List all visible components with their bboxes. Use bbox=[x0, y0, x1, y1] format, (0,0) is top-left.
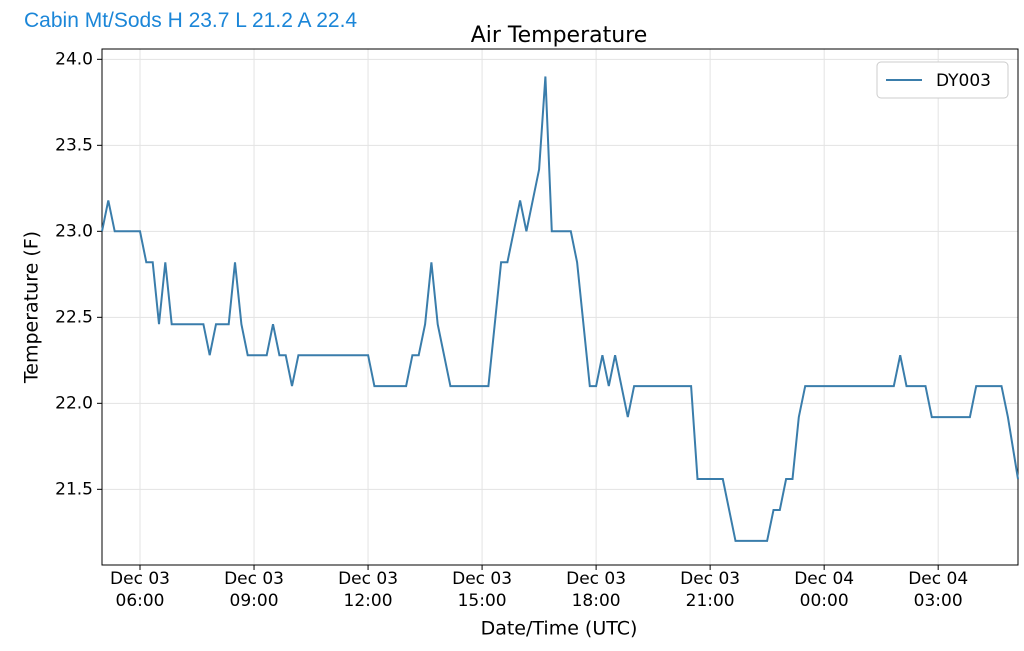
y-tick-label: 23.0 bbox=[55, 221, 93, 241]
y-tick-label: 22.5 bbox=[55, 307, 93, 327]
x-tick-label: Dec 03 21:00 bbox=[680, 569, 741, 611]
station-summary: Cabin Mt/Sods H 23.7 L 21.2 A 22.4 bbox=[24, 9, 358, 32]
data-line bbox=[101, 76, 1019, 542]
x-tick-label: Dec 03 09:00 bbox=[224, 569, 284, 611]
y-tick-label: 22.0 bbox=[55, 393, 93, 413]
x-tick-label: Dec 04 00:00 bbox=[794, 569, 855, 611]
legend-box bbox=[876, 61, 1009, 99]
x-tick-label: Dec 03 12:00 bbox=[338, 569, 399, 611]
plot-frame bbox=[101, 48, 1019, 566]
x-tick-label: Dec 03 15:00 bbox=[452, 569, 513, 611]
y-tick-label: 21.5 bbox=[55, 479, 93, 499]
x-tick-label: Dec 04 03:00 bbox=[908, 569, 969, 611]
x-tick-label: Dec 03 06:00 bbox=[110, 569, 170, 611]
legend-label: DY003 bbox=[936, 71, 991, 91]
y-axis-label: Temperature (F) bbox=[21, 231, 43, 384]
y-tick-label: 24.0 bbox=[55, 49, 93, 69]
chart-title: Air Temperature bbox=[471, 23, 648, 48]
y-tick-label: 23.5 bbox=[55, 135, 93, 155]
x-tick-label: Dec 03 18:00 bbox=[566, 569, 627, 611]
x-axis-label: Date/Time (UTC) bbox=[481, 618, 638, 640]
